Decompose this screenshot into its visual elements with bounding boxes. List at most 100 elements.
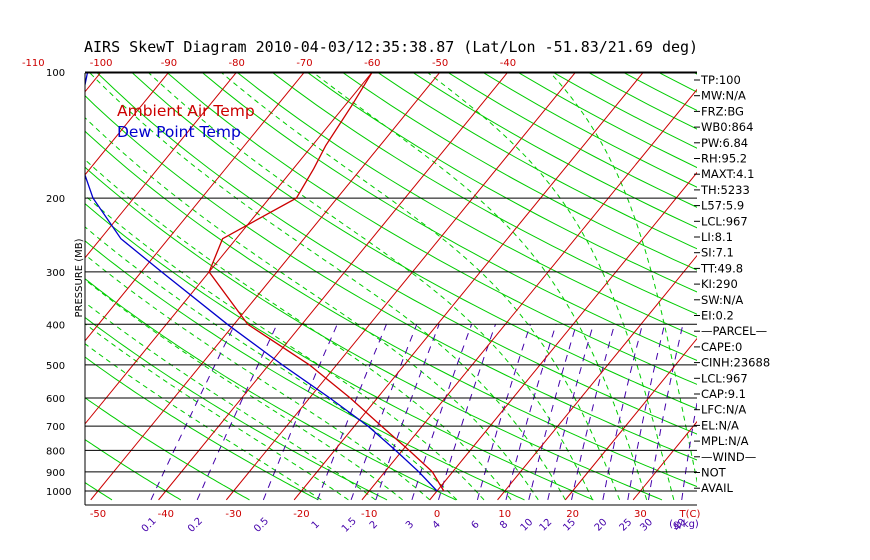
index-entry: TP:100 bbox=[700, 73, 741, 87]
index-entry: NOT bbox=[701, 466, 727, 480]
mixing-ratio-line bbox=[528, 324, 577, 501]
dry-adiabat-line bbox=[85, 166, 663, 501]
pressure-tick-label: 100 bbox=[46, 68, 65, 79]
chart-title: AIRS SkewT Diagram 2010-04-03/12:35:38.8… bbox=[84, 38, 698, 56]
mixing-ratio-tick-label: 2 bbox=[368, 519, 380, 531]
mixing-ratio-tick-label: 1 bbox=[310, 519, 322, 531]
top-temp-tick-label: -90 bbox=[161, 58, 177, 69]
index-entry: FRZ:BG bbox=[701, 104, 744, 118]
dry-adiabat-line bbox=[85, 203, 594, 501]
mixing-ratio-line bbox=[627, 324, 666, 500]
moist-adiabat-line bbox=[85, 301, 376, 501]
index-entry: CAP:9.1 bbox=[701, 387, 746, 401]
index-entry: EL:N/A bbox=[701, 418, 739, 432]
dry-adiabat-line bbox=[131, 73, 697, 410]
stability-indices: TP:100MW:N/AFRZ:BGWB0:864PW:6.84RH:95.2M… bbox=[694, 73, 770, 495]
mixing-ratio-line bbox=[375, 324, 440, 501]
isotherm-line bbox=[85, 73, 101, 93]
bottom-temp-tick-label: -20 bbox=[293, 509, 309, 520]
mixing-ratio-tick-label: 6 bbox=[469, 519, 481, 531]
index-entry: WB0:864 bbox=[701, 120, 753, 134]
index-entry: MAXT:4.1 bbox=[701, 167, 754, 181]
bottom-temp-tick-label: -40 bbox=[158, 509, 174, 520]
isotherm-line bbox=[361, 88, 697, 501]
top-temp-tick-label: -50 bbox=[432, 58, 448, 69]
pressure-tick-label: 400 bbox=[46, 320, 65, 331]
dry-adiabat-line bbox=[658, 73, 697, 93]
dry-adiabat-line bbox=[85, 438, 182, 501]
dry-adiabat-line bbox=[202, 73, 697, 361]
isotherms bbox=[0, 72, 870, 501]
mixing-ratio-line bbox=[571, 324, 616, 501]
mixing-ratio-line bbox=[476, 324, 531, 501]
index-entry: LCL:967 bbox=[701, 214, 748, 228]
mixing-ratio-tick-label: 25 bbox=[618, 517, 635, 534]
isotherm-line bbox=[225, 73, 576, 501]
mixing-ratio-line bbox=[681, 400, 697, 500]
mixing-ratio-line bbox=[505, 324, 557, 501]
isotherm-line bbox=[85, 73, 305, 342]
mixing-ratio-unit-label: (g/kg) bbox=[669, 519, 699, 530]
index-entry: PW:6.84 bbox=[701, 136, 748, 150]
bottom-temp-tick-label: 0 bbox=[434, 509, 440, 520]
legend-entry: Dew Point Temp bbox=[117, 123, 241, 141]
bottom-temp-tick-label: -50 bbox=[90, 509, 106, 520]
mixing-ratio-tick-label: 0.1 bbox=[140, 516, 159, 535]
moist-adiabat-line bbox=[89, 73, 566, 501]
series-line bbox=[208, 73, 445, 492]
mixing-ratio-line bbox=[196, 324, 278, 501]
index-entry: MPL:N/A bbox=[701, 434, 749, 448]
mixing-ratio-line bbox=[411, 324, 473, 501]
moist-adiabat-line bbox=[549, 73, 697, 484]
isotherm-line bbox=[429, 171, 697, 501]
dry-adiabat-line bbox=[518, 73, 697, 169]
index-entry: TT:49.8 bbox=[700, 261, 743, 275]
dry-adiabat-line bbox=[96, 73, 697, 435]
moist-adiabat-line bbox=[85, 116, 539, 501]
isotherm-line bbox=[769, 72, 870, 500]
pressure-tick-label: 1000 bbox=[46, 487, 71, 498]
isotherm-line bbox=[632, 420, 697, 501]
dry-adiabat-line bbox=[272, 73, 697, 315]
moist-adiabat-line bbox=[85, 253, 431, 501]
index-entry: AVAIL bbox=[701, 481, 734, 495]
mixing-ratio-tick-label: 10 bbox=[519, 517, 536, 534]
mixing-ratio-line bbox=[262, 324, 338, 501]
moist-adiabat-line bbox=[85, 323, 349, 501]
mixing-ratio-line bbox=[150, 324, 236, 501]
isotherm-line bbox=[90, 73, 440, 501]
pressure-tick-label: 300 bbox=[46, 268, 65, 279]
isotherm-line bbox=[85, 73, 373, 425]
axis-labels: 1002003004005006007008009001000PRESSURE … bbox=[22, 58, 701, 535]
pressure-tick-label: 500 bbox=[46, 361, 65, 372]
isotherm-line bbox=[85, 73, 237, 259]
mixing-ratio-line bbox=[602, 324, 643, 500]
isotherm-line bbox=[158, 73, 508, 501]
moist-adiabat-line bbox=[85, 279, 403, 501]
mixing-ratio-tick-label: 4 bbox=[431, 519, 443, 531]
dry-adiabat-line bbox=[85, 95, 697, 461]
y-axis-label: PRESSURE (MB) bbox=[74, 238, 85, 317]
dry-adiabat-line bbox=[342, 73, 697, 271]
index-entry: SW:N/A bbox=[701, 293, 743, 307]
pressure-tick-label: 800 bbox=[46, 446, 65, 457]
index-entry: RH:95.2 bbox=[701, 152, 747, 166]
isobars bbox=[85, 71, 697, 492]
mixing-ratio-tick-label: 1.5 bbox=[340, 516, 359, 535]
dry-adiabat-line bbox=[412, 73, 697, 229]
index-entry: LFC:N/A bbox=[701, 403, 746, 417]
moist-adiabat-line bbox=[313, 73, 648, 501]
index-entry: —WIND— bbox=[701, 450, 756, 464]
moist-adiabat-line bbox=[148, 73, 593, 501]
index-entry: KI:290 bbox=[701, 277, 738, 291]
dry-adiabat-line bbox=[85, 130, 697, 488]
mixing-ratio-line bbox=[317, 324, 387, 501]
dry-adiabat-line bbox=[166, 73, 697, 385]
moist-adiabat-line bbox=[85, 194, 485, 501]
bottom-temp-tick-label: 30 bbox=[634, 509, 647, 520]
bottom-temp-tick-label: 20 bbox=[566, 509, 579, 520]
dry-adiabat-line bbox=[377, 73, 697, 250]
isotherm-line bbox=[0, 72, 33, 500]
bottom-temp-tick-label: -30 bbox=[225, 509, 241, 520]
